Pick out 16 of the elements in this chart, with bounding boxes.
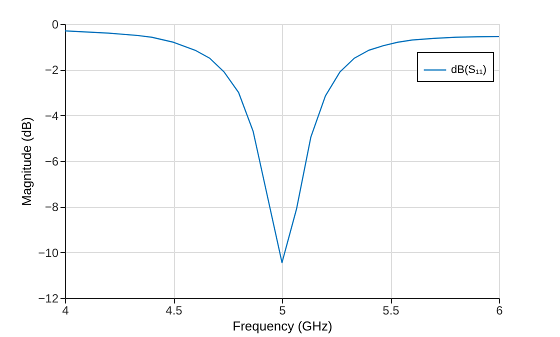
line-series: [64, 30, 500, 264]
y-tick-label: −10: [38, 246, 59, 260]
y-tick-label: 0: [52, 18, 59, 32]
x-tick-label: 6: [496, 304, 504, 318]
x-axis-title: Frequency (GHz): [232, 318, 332, 334]
x-tick-label: 4: [62, 304, 70, 318]
y-tick-label: −6: [44, 154, 59, 168]
x-tick-label: 5: [279, 304, 286, 318]
y-tick-label: −12: [38, 292, 59, 306]
legend-label: dB(S₁₁): [451, 64, 487, 76]
y-tick-label: −4: [44, 108, 59, 123]
x-tick-label: 5.5: [382, 304, 400, 318]
y-tick-label: −8: [44, 200, 59, 214]
x-tick-label: 4.5: [166, 304, 183, 318]
y-axis-title: Magnitude (dB): [19, 117, 34, 206]
y-tick-label: −2: [44, 63, 59, 78]
